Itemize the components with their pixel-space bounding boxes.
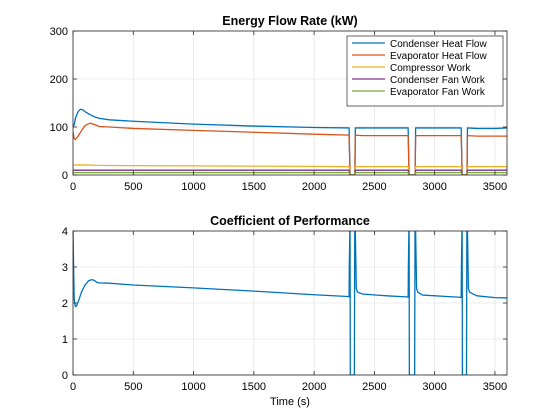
energy-chart: 0 500 1000 1500 2000 2500 3000 3500 0 100 200 300 En…	[50, 14, 508, 193]
energy-axes-box	[72, 30, 508, 176]
energy-xtick-label: 3000	[422, 181, 446, 193]
energy-xtick-label: 2500	[362, 181, 386, 193]
energy-ytick-label: 100	[50, 122, 68, 134]
cop-chart-title: Coefficient of Performance	[210, 214, 370, 228]
energy-ytick-label: 300	[50, 26, 68, 38]
cop-ytick-label: 1	[62, 334, 68, 346]
cop-xtick-label: 1500	[242, 381, 266, 393]
energy-legend-entry-4: Evaporator Fan Work	[390, 87, 486, 98]
cop-xtick-label: 500	[124, 381, 142, 393]
cop-xtick-label: 2500	[362, 381, 386, 393]
cop-x-axis-label: Time (s)	[270, 396, 310, 408]
energy-legend-entry-0: Condenser Heat Flow	[390, 39, 487, 50]
energy-series-line-2	[73, 164, 507, 175]
cop-ytick-label: 4	[62, 226, 68, 238]
cop-xtick-label: 2000	[302, 381, 326, 393]
energy-series-line-1	[73, 122, 507, 175]
energy-xtick-label: 1000	[181, 181, 205, 193]
cop-ytick-label: 0	[62, 370, 68, 382]
energy-legend-entry-2: Compressor Work	[390, 63, 471, 74]
energy-xtick-label: 500	[124, 181, 142, 193]
cop-ytick-label: 3	[62, 262, 68, 274]
cop-series-group	[73, 231, 507, 375]
energy-series-group	[73, 108, 507, 175]
energy-chart-title: Energy Flow Rate (kW)	[222, 14, 357, 28]
cop-chart: 0 500 1000 1500 2000 2500 3000 3500 0 1 2 3 4 Coeffic…	[62, 214, 508, 408]
energy-legend-box	[346, 35, 504, 107]
cop-xtick-label: 3000	[422, 381, 446, 393]
cop-ytick-label: 2	[62, 298, 68, 310]
energy-xtick-label: 1500	[242, 181, 266, 193]
cop-xtick-label: 3500	[483, 381, 507, 393]
energy-legend-entry-3: Condenser Fan Work	[390, 75, 486, 86]
cop-xtick-label: 0	[70, 381, 76, 393]
energy-legend-entry-1: Evaporator Heat Flow	[390, 51, 487, 62]
energy-xtick-label: 0	[70, 181, 76, 193]
cop-series-line-0	[73, 231, 507, 375]
energy-xtick-label: 3500	[483, 181, 507, 193]
energy-ytick-label: 0	[62, 170, 68, 182]
energy-xtick-label: 2000	[302, 181, 326, 193]
energy-ytick-label: 200	[50, 74, 68, 86]
cop-xtick-label: 1000	[181, 381, 205, 393]
